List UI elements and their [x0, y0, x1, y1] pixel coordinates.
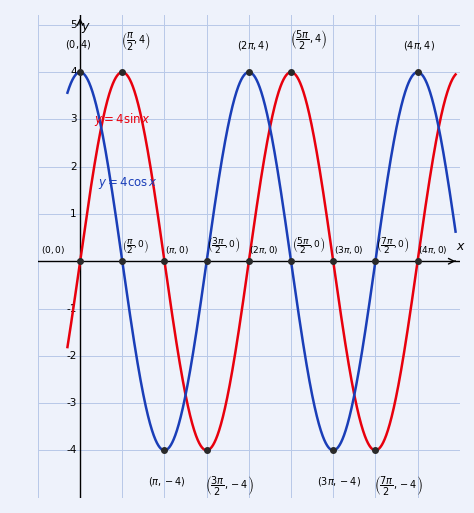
- Text: $(2\pi,4)$: $(2\pi,4)$: [237, 40, 269, 52]
- Text: -2: -2: [66, 351, 77, 361]
- Text: $\left(\dfrac{3\pi}{2},-4\right)$: $\left(\dfrac{3\pi}{2},-4\right)$: [205, 475, 254, 498]
- Text: $(2\pi,0)$: $(2\pi,0)$: [249, 244, 279, 255]
- Text: $(3\pi,-4)$: $(3\pi,-4)$: [317, 475, 361, 488]
- Text: y: y: [82, 20, 89, 33]
- Text: $\left(\dfrac{\pi}{2},0\right)$: $\left(\dfrac{\pi}{2},0\right)$: [122, 236, 149, 255]
- Text: $y = 4\cos x$: $y = 4\cos x$: [98, 175, 157, 191]
- Text: 4: 4: [70, 67, 77, 77]
- Text: 3: 3: [70, 114, 77, 124]
- Text: $\left(\dfrac{7\pi}{2},-4\right)$: $\left(\dfrac{7\pi}{2},-4\right)$: [374, 475, 423, 498]
- Text: $(4\pi,4)$: $(4\pi,4)$: [403, 40, 435, 52]
- Text: -3: -3: [66, 398, 77, 408]
- Text: $\left(\dfrac{5\pi}{2},4\right)$: $\left(\dfrac{5\pi}{2},4\right)$: [290, 29, 327, 52]
- Text: 5: 5: [70, 20, 77, 30]
- Text: $(0,0)$: $(0,0)$: [41, 244, 65, 255]
- Text: -4: -4: [66, 445, 77, 456]
- Text: $(0,4)$: $(0,4)$: [65, 38, 91, 51]
- Text: $(\pi,-4)$: $(\pi,-4)$: [148, 475, 186, 488]
- Text: $\left(\dfrac{3\pi}{2},0\right)$: $\left(\dfrac{3\pi}{2},0\right)$: [207, 235, 241, 255]
- Text: 2: 2: [70, 162, 77, 172]
- Text: -1: -1: [66, 304, 77, 313]
- Text: 1: 1: [70, 209, 77, 219]
- Text: $(\pi,0)$: $(\pi,0)$: [165, 244, 189, 255]
- Text: $\left(\dfrac{5\pi}{2},0\right)$: $\left(\dfrac{5\pi}{2},0\right)$: [292, 235, 325, 255]
- Text: $(4\pi,0)$: $(4\pi,0)$: [418, 244, 448, 255]
- Text: $(3\pi,0)$: $(3\pi,0)$: [334, 244, 364, 255]
- Text: $\left(\dfrac{7\pi}{2},0\right)$: $\left(\dfrac{7\pi}{2},0\right)$: [376, 235, 410, 255]
- Text: $y = 4\sin x$: $y = 4\sin x$: [94, 111, 151, 128]
- Text: x: x: [456, 240, 464, 253]
- Text: $\left(\dfrac{\pi}{2},4\right)$: $\left(\dfrac{\pi}{2},4\right)$: [121, 30, 151, 52]
